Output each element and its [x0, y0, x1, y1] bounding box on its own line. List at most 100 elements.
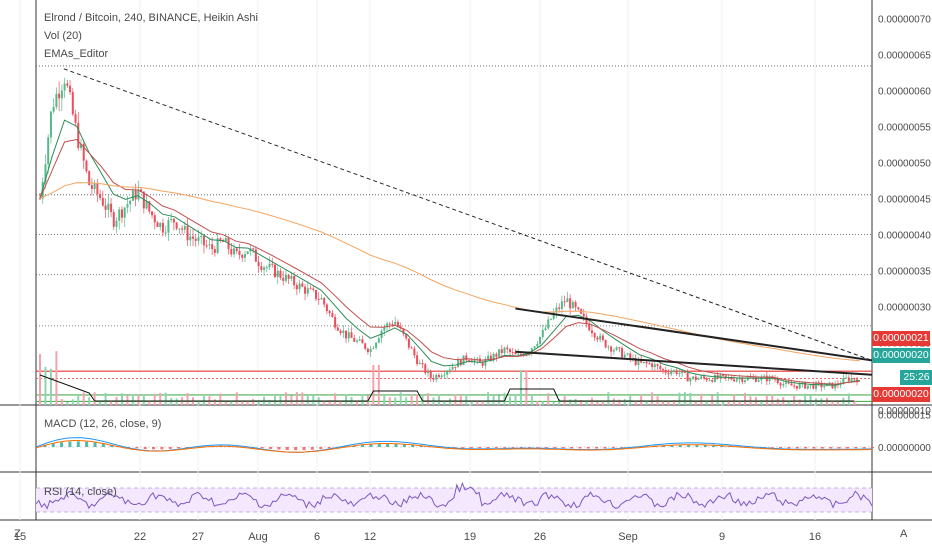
candle-body — [801, 382, 804, 384]
candle-body — [804, 382, 807, 389]
candle-body — [847, 377, 850, 381]
volume-bar — [345, 394, 348, 405]
candle-body — [566, 298, 569, 303]
macd-histogram-bar — [812, 447, 816, 449]
candle-body — [107, 203, 110, 210]
y-tick-label: 0.00000065 — [878, 50, 931, 61]
macd-histogram-bar — [453, 447, 456, 448]
volume-bar — [662, 401, 665, 405]
candle-body — [320, 297, 323, 300]
volume-bar — [492, 395, 495, 405]
candle-body — [170, 218, 173, 221]
volume-bar — [55, 351, 58, 405]
volume-bar — [110, 400, 113, 405]
volume-bar — [623, 399, 626, 405]
candle-body — [689, 378, 692, 382]
macd-histogram-bar — [294, 447, 298, 451]
candle-body — [345, 330, 348, 339]
macd-histogram-bar — [586, 447, 590, 449]
volume-bar — [487, 392, 490, 405]
macd-histogram-bar — [478, 447, 482, 449]
candle-body — [539, 336, 542, 344]
volume-bar — [93, 392, 96, 405]
macd-histogram-bar — [561, 447, 565, 449]
volume-bar — [629, 395, 632, 405]
candle-body — [853, 378, 856, 380]
rsi-band — [36, 488, 872, 512]
candle-body — [388, 323, 391, 325]
x-tick-label: 6 — [314, 531, 320, 543]
candle-body — [735, 379, 738, 382]
volume-bar — [268, 399, 271, 405]
candle-body — [181, 228, 184, 230]
volume-bar — [77, 393, 80, 405]
candle-body — [416, 355, 419, 365]
candle-body — [211, 244, 214, 250]
macd-histogram-bar — [327, 447, 331, 449]
volume-bar — [312, 395, 315, 405]
candle-body — [90, 185, 93, 189]
volume-bar — [503, 392, 506, 405]
candle-body — [60, 90, 63, 99]
candle-body — [582, 313, 585, 317]
volume-bar — [164, 392, 167, 405]
macd-histogram-bar — [285, 447, 289, 450]
candle-body — [599, 335, 602, 340]
volume-bar — [175, 398, 178, 405]
candle-body — [110, 203, 113, 213]
zoom-icon[interactable]: Z — [14, 528, 21, 540]
volume-bar — [224, 401, 227, 405]
candle-body — [640, 359, 643, 363]
y-tick-label: 0.00000050 — [878, 158, 931, 169]
candle-body — [623, 354, 626, 358]
volume-bar — [235, 392, 238, 405]
candle-body — [667, 372, 670, 375]
price-tag-low: 0.00000020 — [872, 387, 930, 402]
candle-body — [383, 327, 386, 331]
candle-body — [651, 363, 654, 368]
candle-body — [435, 374, 438, 380]
candle-body — [197, 237, 200, 241]
macd-histogram-bar — [620, 447, 624, 448]
candle-body — [309, 288, 312, 290]
candle-body — [153, 215, 156, 223]
volume-bar — [410, 394, 413, 405]
candle-body — [446, 371, 449, 375]
candle-body — [246, 251, 249, 254]
macd-histogram-bar — [770, 447, 774, 448]
candle-body — [58, 93, 61, 99]
candle-body — [511, 352, 514, 354]
candle-body — [596, 337, 599, 340]
volume-bar — [339, 400, 342, 405]
candle-body — [700, 376, 703, 379]
candle-body — [697, 378, 700, 380]
candle-body — [839, 384, 842, 386]
candle-body — [465, 355, 468, 361]
candle-body — [172, 218, 175, 223]
volume-bar — [120, 393, 123, 405]
ema-mid-line — [39, 138, 860, 385]
candle-body — [386, 323, 389, 328]
x-tick-label: 9 — [719, 531, 725, 543]
candle-body — [402, 328, 405, 334]
candle-body — [571, 301, 574, 309]
candle-body — [569, 298, 572, 309]
candle-body — [459, 359, 462, 366]
volume-bar — [213, 399, 216, 405]
candle-body — [115, 220, 118, 227]
candle-body — [101, 197, 104, 206]
volume-bar — [743, 392, 746, 405]
candle-body — [424, 364, 427, 374]
candle-body — [405, 333, 408, 339]
auto-scale-icon[interactable]: A — [900, 528, 908, 540]
candle-body — [366, 348, 369, 353]
y-tick-label: 0.00000055 — [878, 122, 931, 133]
candle-body — [96, 183, 99, 195]
volume-bar — [197, 400, 200, 405]
volume-bar — [241, 400, 244, 405]
x-tick-label: 16 — [809, 531, 821, 543]
volume-bar — [88, 397, 91, 405]
candle-body — [151, 211, 154, 216]
volume-bar — [815, 398, 818, 405]
